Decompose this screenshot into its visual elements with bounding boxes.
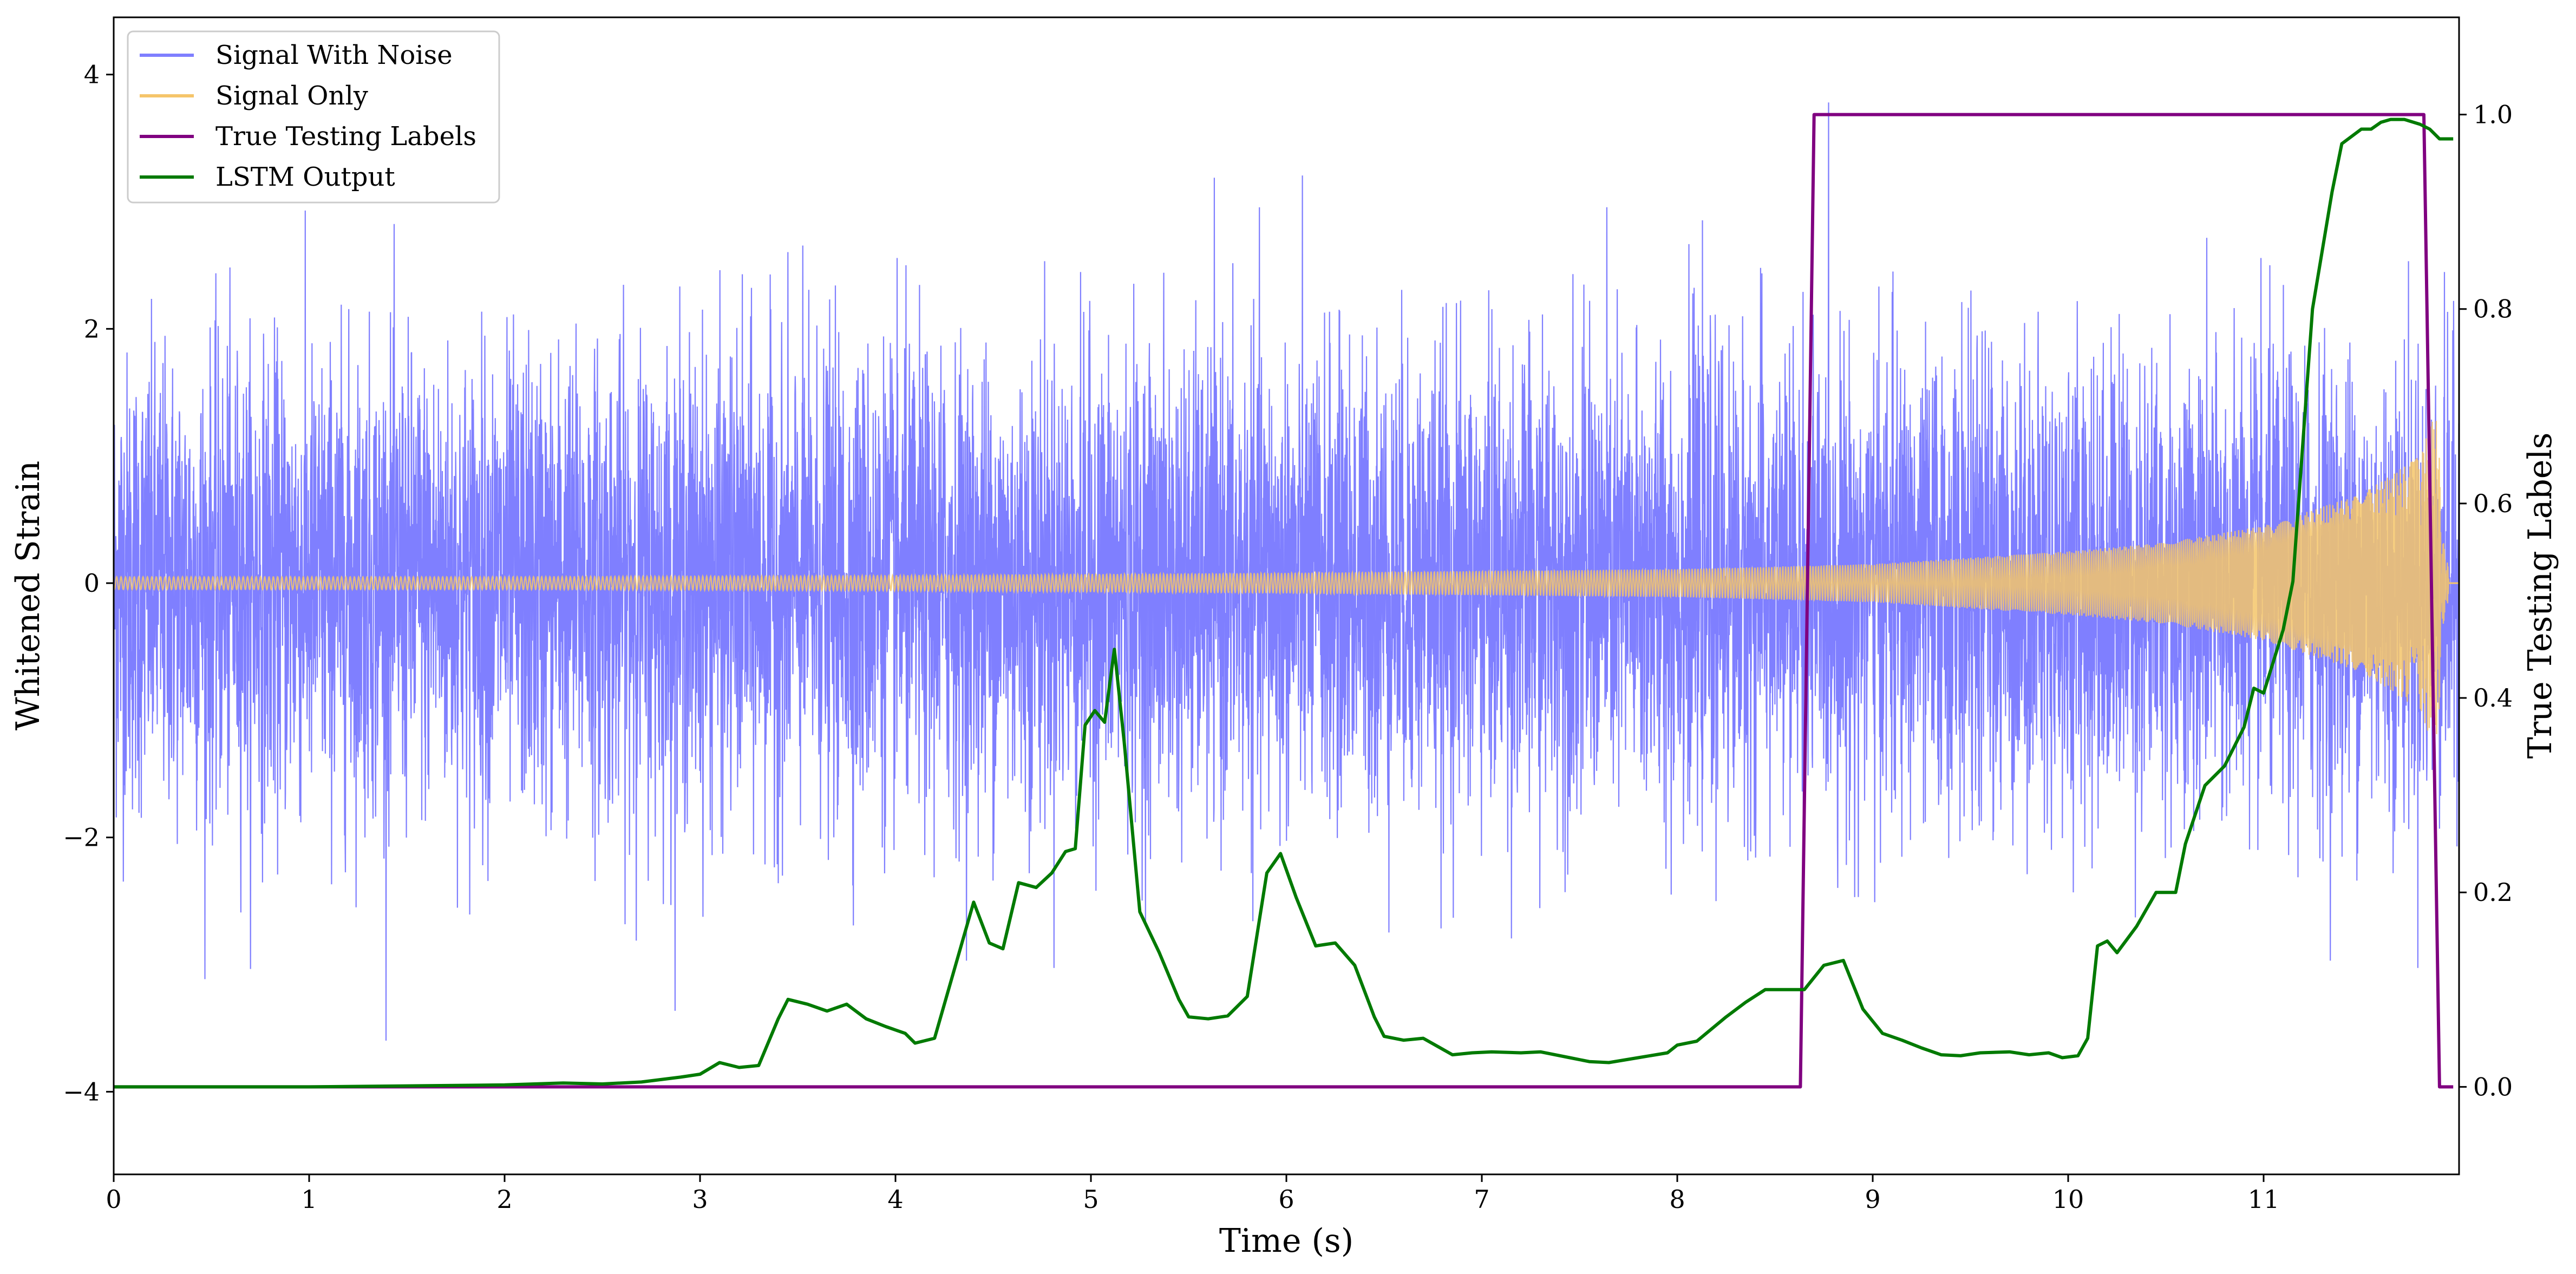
x-tick-label: 6 [1278, 1185, 1294, 1214]
legend-label: Signal Only [215, 81, 368, 111]
x-tick-label: 3 [692, 1185, 708, 1214]
y-tick-left-label: 2 [84, 314, 100, 343]
y-tick-right-label: 0.8 [2473, 295, 2513, 324]
x-tick-label: 9 [1865, 1185, 1880, 1214]
y-tick-left-label: 4 [84, 60, 100, 89]
y-tick-left-label: −2 [63, 823, 100, 852]
y-axis-left-label: Whitened Strain [9, 461, 47, 730]
y-tick-left-label: −4 [63, 1077, 100, 1106]
y-tick-right-label: 0.4 [2473, 683, 2513, 713]
x-axis-label: Time (s) [1219, 1222, 1354, 1260]
x-axis: 0 1 2 3 4 5 6 7 8 9 10 11 [106, 1174, 2279, 1214]
x-tick-label: 10 [2052, 1185, 2084, 1214]
chirp-trace [114, 421, 2450, 750]
y-axis-right: 0.0 0.2 0.4 0.6 0.8 1.0 [2459, 100, 2513, 1101]
y-tick-right-label: 0.6 [2473, 489, 2513, 518]
series-true-testing-labels [114, 113, 2454, 1089]
x-tick-label: 2 [496, 1185, 512, 1214]
y-axis-left: −4 −2 0 2 4 [63, 60, 114, 1106]
true-testing-labels-line [114, 113, 2454, 1089]
x-tick-label: 4 [887, 1185, 903, 1214]
x-tick-label: 1 [301, 1185, 317, 1214]
legend-label: LSTM Output [215, 162, 395, 192]
y-axis-right-label: True Testing Labels [2521, 433, 2559, 759]
series-lstm-output [114, 117, 2454, 1089]
x-tick-label: 8 [1669, 1185, 1685, 1214]
legend: Signal With Noise Signal Only True Testing… [127, 30, 500, 204]
plot-area [114, 102, 2459, 1089]
series-signal-only [114, 421, 2459, 750]
y-tick-left-label: 0 [84, 569, 100, 598]
x-tick-label: 11 [2248, 1185, 2280, 1214]
x-tick-label: 7 [1474, 1185, 1489, 1214]
y-tick-right-label: 0.0 [2473, 1072, 2513, 1101]
legend-label: Signal With Noise [215, 40, 453, 70]
lstm-output-line [114, 117, 2454, 1089]
y-tick-right-label: 1.0 [2473, 100, 2513, 129]
legend-label: True Testing Labels [215, 121, 476, 152]
y-tick-right-label: 0.2 [2473, 878, 2513, 907]
x-tick-label: 0 [106, 1185, 121, 1214]
x-tick-label: 5 [1083, 1185, 1099, 1214]
legend-box [127, 30, 500, 204]
